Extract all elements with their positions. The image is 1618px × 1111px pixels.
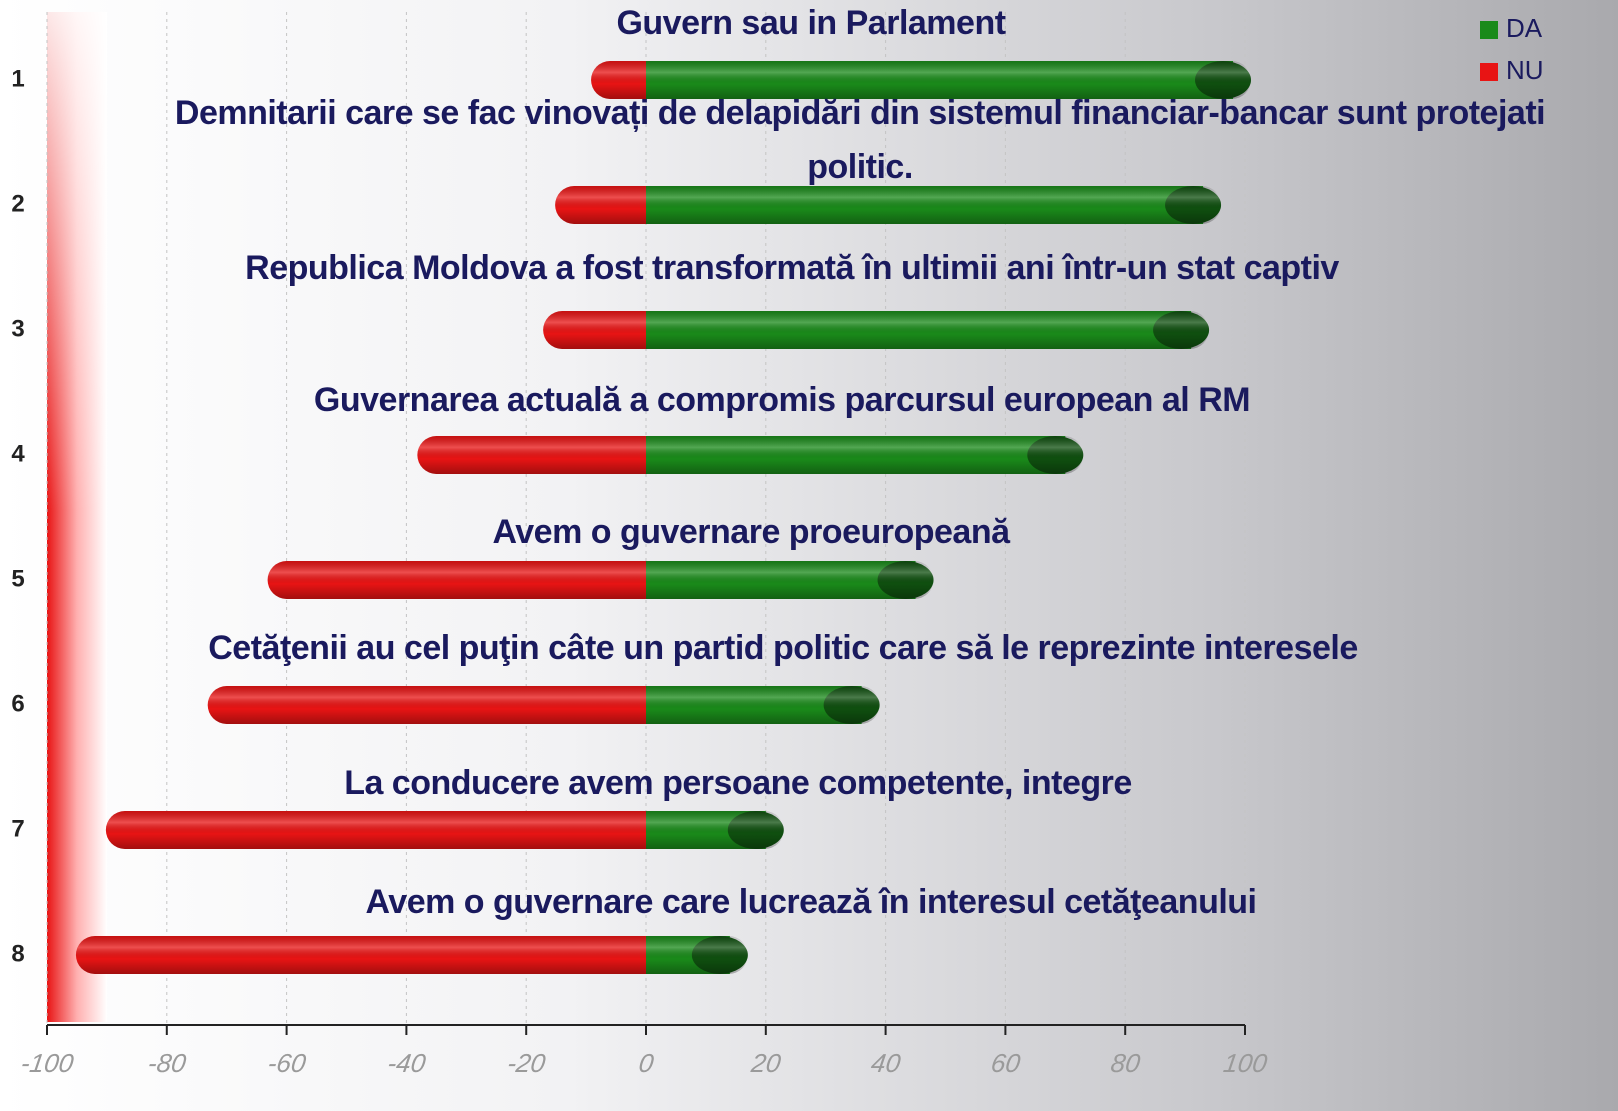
legend-swatch — [1480, 63, 1498, 81]
legend-label: NU — [1506, 55, 1544, 85]
bar-shine — [417, 436, 1084, 474]
statement-label: Guvernarea actuală a compromis parcursul… — [313, 381, 1251, 419]
x-tick-label: 60 — [989, 1048, 1023, 1078]
y-tick-label: 7 — [11, 815, 24, 842]
bar-shine — [267, 561, 934, 599]
x-tick-label: -40 — [386, 1048, 428, 1078]
legend-swatch — [1480, 21, 1498, 39]
statement-label: Demnitarii care se fac vinovați de delap… — [174, 94, 1546, 186]
x-tick-label: -20 — [506, 1048, 548, 1078]
bar-shine — [591, 61, 1252, 99]
x-tick-label: 0 — [637, 1048, 656, 1078]
x-tick-label: -80 — [146, 1048, 188, 1078]
bar-shine — [543, 311, 1210, 349]
bar-shine — [75, 936, 748, 974]
y-tick-label: 1 — [11, 65, 24, 92]
bar-shine — [207, 686, 880, 724]
statement-label: Republica Moldova a fost transformată în… — [245, 249, 1339, 287]
y-tick-label: 2 — [11, 190, 24, 217]
x-tick-label: -100 — [19, 1048, 76, 1078]
legend-label: DA — [1506, 13, 1543, 43]
x-tick-label: 100 — [1222, 1048, 1270, 1078]
x-tick-label: 80 — [1109, 1048, 1143, 1078]
statement-label: La conducere avem persoane competente, i… — [344, 764, 1132, 802]
side-strip-highlight — [47, 12, 107, 512]
bar-shine — [105, 811, 784, 849]
y-tick-label: 4 — [11, 440, 25, 467]
bar-shine — [555, 186, 1222, 224]
y-tick-label: 5 — [11, 565, 24, 592]
x-tick-label: -60 — [266, 1048, 308, 1078]
y-tick-label: 3 — [11, 315, 24, 342]
y-tick-label: 6 — [11, 690, 24, 717]
x-tick-label: 20 — [749, 1048, 784, 1078]
y-tick-label: 8 — [11, 940, 24, 967]
statement-label: Avem o guvernare care lucrează în intere… — [365, 883, 1258, 921]
x-tick-label: 40 — [869, 1048, 903, 1078]
statement-label: Cetăţenii au cel puţin câte un partid po… — [208, 629, 1358, 667]
statement-label: Avem o guvernare proeuropeană — [492, 513, 1010, 551]
statement-label: Guvern sau in Parlament — [616, 4, 1006, 42]
